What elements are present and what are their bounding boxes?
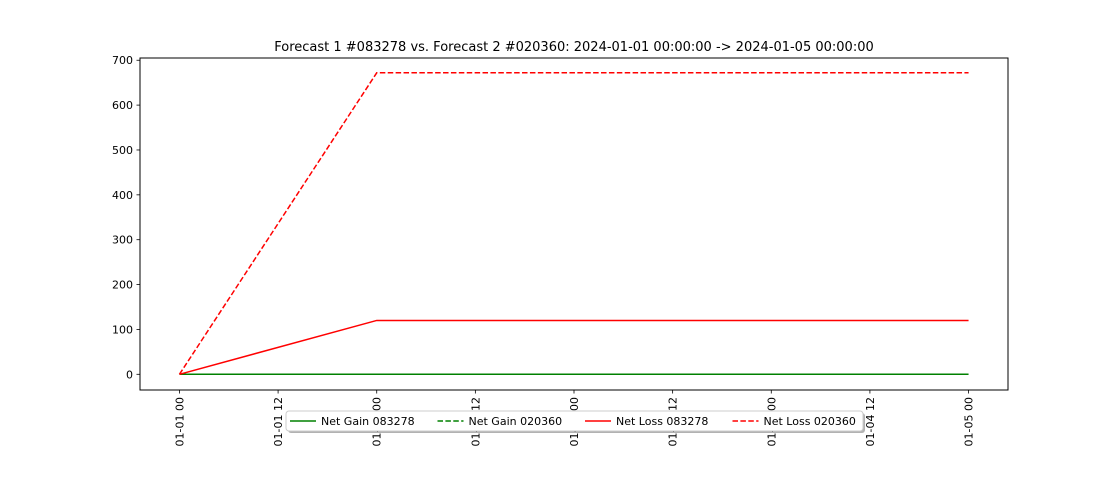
series-line-3: [179, 319, 969, 376]
y-tick-label: 600: [112, 99, 133, 112]
legend: Net Gain 083278 Net Gain 020360 Net Loss 0…: [285, 410, 865, 433]
y-tick-label: 300: [112, 234, 133, 247]
x-tick-label: 01-01 12: [272, 397, 285, 446]
y-axis: 0 100 200 300 400 500 600 700: [112, 54, 140, 381]
y-tick-label: 400: [112, 189, 133, 202]
legend-label-1: Net Gain 083278: [321, 415, 415, 428]
plot-frame: [139, 57, 1009, 391]
plot-area: [178, 72, 969, 376]
x-tick-label: 01-05 00: [963, 397, 976, 446]
legend-box: [285, 410, 864, 432]
y-tick-label: 700: [112, 54, 133, 67]
legend-label-2: Net Gain 020360: [469, 415, 563, 428]
chart-title: Forecast 1 #083278 vs. Forecast 2 #02036…: [274, 40, 874, 55]
x-tick-label: 01-01 00: [173, 397, 186, 446]
y-tick-label: 200: [112, 279, 133, 292]
x-tick-label: 01-04 12: [864, 397, 877, 446]
y-tick-label: 100: [112, 323, 133, 336]
legend-label-4: Net Loss 020360: [764, 415, 856, 428]
y-tick-label: 0: [126, 368, 133, 381]
legend-label-3: Net Loss 083278: [616, 415, 708, 428]
series-line-4: [178, 72, 969, 375]
y-tick-label: 500: [112, 144, 133, 157]
